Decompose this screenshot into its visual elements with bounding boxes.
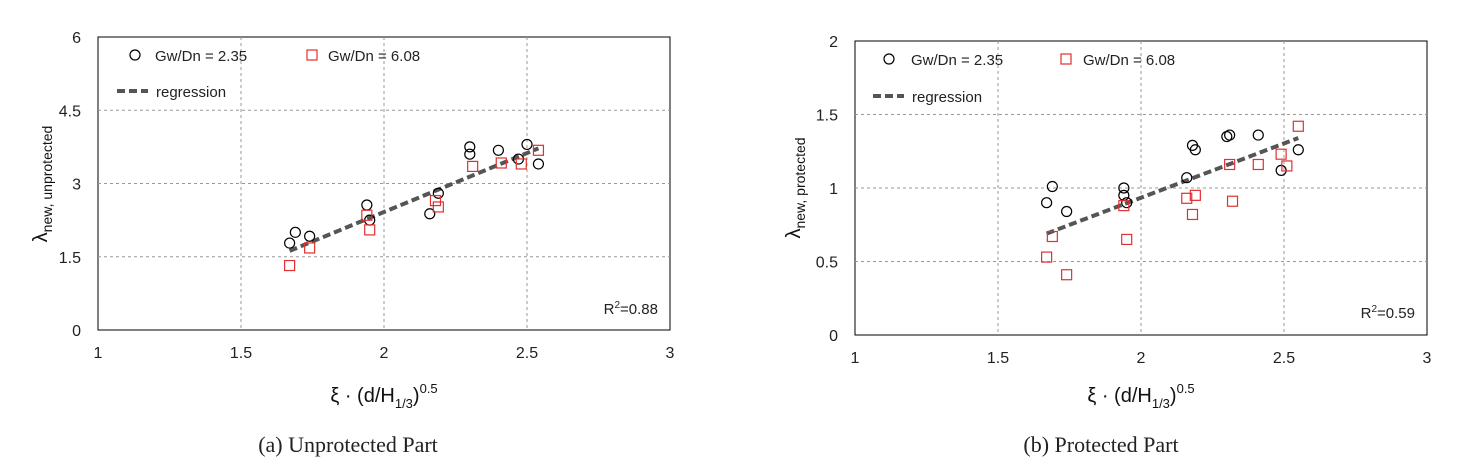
panel-a-caption: (a) Unprotected Part [258, 432, 438, 457]
x-tick-label: 3 [1423, 350, 1432, 367]
legend-circle-marker [883, 53, 895, 65]
data-point-square [432, 201, 444, 213]
data-point-square [1041, 251, 1053, 263]
panel-b-x-axis-label: ξ · (d/H1/3)0.5 [1087, 381, 1194, 411]
y-tick-label: 0.5 [816, 255, 838, 272]
legend-circle-marker [129, 49, 141, 61]
x-tick-label: 1 [851, 350, 860, 367]
data-point-square [1252, 158, 1264, 171]
data-point-circle [284, 237, 296, 249]
y-tick-label: 2 [829, 34, 838, 51]
data-point-circle [289, 226, 301, 238]
data-point-circle [1224, 129, 1236, 141]
data-point-square [1046, 230, 1058, 243]
data-point-square [467, 160, 479, 173]
data-point-square [1189, 189, 1201, 201]
legend-series-1-label: Gw/Dn = 2.35 [155, 48, 247, 65]
data-point-circle [464, 148, 476, 160]
data-point-circle [424, 208, 436, 220]
data-point-square [1061, 269, 1073, 281]
panel-b: 1 1.5 2 2.5 3 0 0.5 1 1.5 2 Gw/Dn = 2.35 Gw/Dn =… [783, 34, 1432, 457]
x-tick-label: 2 [1137, 350, 1146, 367]
data-point-circle [1181, 172, 1193, 184]
panel-a-y-ticks: 0 1.5 3 4.5 6 [59, 30, 81, 340]
data-point-square [304, 242, 316, 254]
data-point-circle [1061, 205, 1073, 218]
data-point-circle [1041, 197, 1053, 209]
data-point-circle [432, 187, 444, 199]
panel-b-x-ticks: 1 1.5 2 2.5 3 [851, 350, 1432, 367]
panel-b-r2: R2=0.59 [1361, 304, 1415, 322]
x-tick-label: 2 [380, 345, 389, 362]
data-point-square [1281, 160, 1293, 172]
panel-b-y-axis-label: λnew, protected [783, 137, 808, 238]
x-tick-label: 2.5 [516, 345, 538, 362]
legend-series-3-label: regression [912, 89, 982, 106]
legend-series-2-label: Gw/Dn = 6.08 [328, 48, 420, 65]
data-point-square [284, 259, 296, 272]
x-tick-label: 1 [94, 345, 103, 362]
panel-b-grid [855, 41, 1427, 335]
data-point-circle [492, 144, 504, 156]
panel-a-y-axis-label: λnew, unprotected [30, 126, 55, 243]
data-point-circle [1252, 129, 1264, 141]
data-point-circle [1118, 182, 1130, 194]
x-tick-label: 2.5 [1273, 350, 1295, 367]
y-tick-label: 1.5 [816, 108, 838, 125]
data-point-circle [464, 141, 476, 153]
data-point-square [515, 158, 527, 170]
legend-square-marker [1060, 53, 1072, 65]
data-point-square [532, 144, 545, 156]
data-point-square [1224, 158, 1236, 171]
legend-series-2-label: Gw/Dn = 6.08 [1083, 52, 1175, 69]
data-point-circle [532, 158, 545, 170]
panel-a-regression [288, 146, 540, 253]
regression-line [1045, 136, 1300, 236]
panel-a-x-axis-label: ξ · (d/H1/3)0.5 [330, 381, 437, 411]
y-tick-label: 3 [72, 177, 81, 194]
data-point-square [1226, 195, 1239, 207]
y-tick-label: 6 [72, 30, 81, 47]
panel-b-regression [1045, 136, 1300, 236]
data-point-circle [521, 138, 533, 151]
panel-b-markers [1041, 120, 1304, 281]
data-point-circle [304, 230, 316, 242]
data-point-square [495, 157, 507, 169]
y-tick-label: 0 [829, 328, 838, 345]
legend-series-3-label: regression [156, 84, 226, 101]
data-point-circle [1046, 180, 1058, 193]
y-tick-label: 1.5 [59, 250, 81, 267]
data-point-square [364, 224, 376, 236]
data-point-circle [1292, 144, 1304, 156]
y-tick-label: 1 [829, 181, 838, 198]
panel-b-y-ticks: 0 0.5 1 1.5 2 [816, 34, 838, 345]
legend-series-1-label: Gw/Dn = 2.35 [911, 52, 1003, 69]
y-tick-label: 4.5 [59, 103, 81, 120]
panel-a-r2: R2=0.88 [604, 300, 658, 318]
panel-a-x-ticks: 1 1.5 2 2.5 3 [94, 345, 675, 362]
data-point-circle [1189, 144, 1201, 156]
panel-b-caption: (b) Protected Part [1023, 432, 1178, 457]
data-point-square [1118, 200, 1130, 212]
panel-a-markers [284, 138, 545, 272]
data-point-square [361, 209, 373, 221]
panel-a: 1 1.5 2 2.5 3 0 1.5 3 4.5 6 Gw/Dn = 2.35 Gw/Dn =… [30, 30, 675, 457]
x-tick-label: 3 [666, 345, 675, 362]
data-point-square [1121, 233, 1133, 246]
panel-b-legend: Gw/Dn = 2.35 Gw/Dn = 6.08 regression [873, 52, 1175, 106]
data-point-square [1275, 148, 1287, 160]
data-point-square [1292, 120, 1304, 132]
panel-a-legend: Gw/Dn = 2.35 Gw/Dn = 6.08 regression [117, 48, 420, 101]
legend-square-marker [306, 49, 318, 61]
data-point-square [429, 194, 442, 207]
regression-line [288, 146, 540, 253]
x-tick-label: 1.5 [230, 345, 252, 362]
data-point-square [1186, 208, 1199, 221]
y-tick-label: 0 [72, 323, 81, 340]
data-point-square [1181, 192, 1193, 204]
data-point-circle [1121, 197, 1133, 209]
panel-a-grid [98, 37, 670, 330]
x-tick-label: 1.5 [987, 350, 1009, 367]
